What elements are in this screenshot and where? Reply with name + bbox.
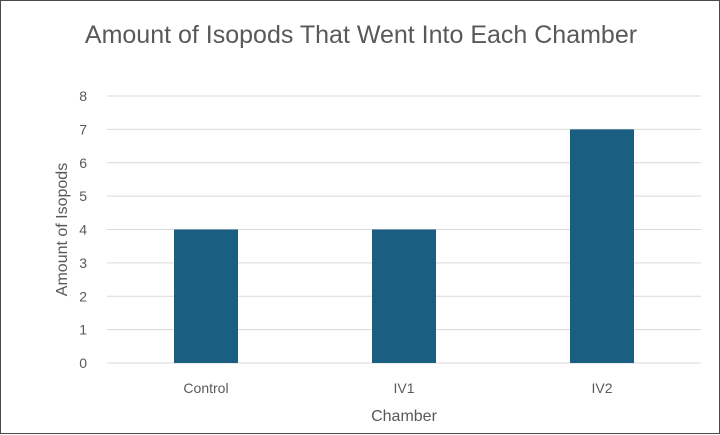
- x-axis-label: Chamber: [371, 408, 437, 425]
- bar-iv1: [372, 229, 436, 363]
- x-tick-label: Control: [183, 380, 228, 396]
- bar-control: [174, 229, 238, 363]
- y-axis-label: Amount of Isopods: [54, 163, 71, 296]
- y-tick-label: 2: [79, 288, 87, 304]
- x-axis-ticks: Control IV1 IV2: [183, 380, 612, 396]
- y-tick-label: 8: [79, 88, 87, 104]
- bar-iv2: [570, 129, 634, 363]
- x-tick-label: IV2: [591, 380, 612, 396]
- y-tick-label: 0: [79, 355, 87, 371]
- y-tick-label: 4: [79, 222, 87, 238]
- y-tick-label: 5: [79, 188, 87, 204]
- y-tick-label: 1: [79, 322, 87, 338]
- bars: [174, 129, 634, 363]
- y-tick-label: 6: [79, 155, 87, 171]
- y-tick-label: 3: [79, 255, 87, 271]
- y-axis-ticks: 0 1 2 3 4 5 6 7 8: [79, 88, 87, 371]
- x-tick-label: IV1: [393, 380, 414, 396]
- chart-title: Amount of Isopods That Went Into Each Ch…: [84, 21, 638, 49]
- y-tick-label: 7: [79, 121, 87, 137]
